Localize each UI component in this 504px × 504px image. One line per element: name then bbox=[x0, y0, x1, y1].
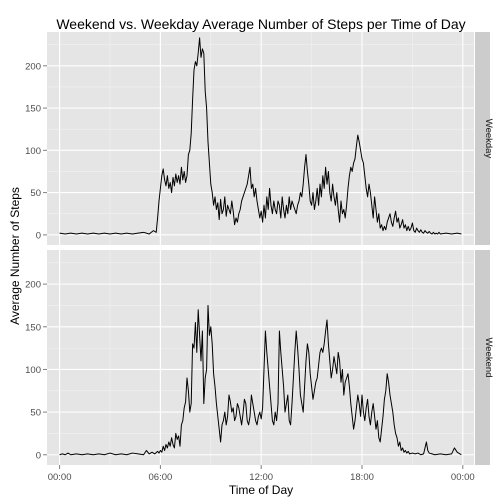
x-tick-label: 12:00 bbox=[249, 472, 273, 483]
y-tick-label: 0 bbox=[36, 230, 41, 241]
x-tick-label: 06:00 bbox=[149, 472, 173, 483]
y-tick-label: 150 bbox=[25, 104, 41, 115]
facet-panel-weekday: 0 50 100 150 200 Weekday bbox=[25, 32, 494, 245]
y-tick-label: 50 bbox=[30, 408, 41, 419]
x-tick-label: 18:00 bbox=[350, 472, 374, 483]
facet-panel-weekend: 0 50 100 150 200 Weekend bbox=[25, 250, 494, 465]
series-line-weekend bbox=[59, 304, 462, 456]
y-tick-label: 200 bbox=[25, 280, 41, 291]
panel-background bbox=[47, 250, 474, 465]
x-tick-label: 00:00 bbox=[48, 472, 72, 483]
y-tick-label: 200 bbox=[25, 61, 41, 72]
panel-background bbox=[47, 32, 474, 245]
y-tick-label: 100 bbox=[25, 146, 41, 157]
y-tick-label: 100 bbox=[25, 365, 41, 376]
x-axis-title: Time of Day bbox=[229, 483, 293, 497]
y-tick-label: 150 bbox=[25, 322, 41, 333]
facet-strip bbox=[475, 250, 490, 465]
facet-strip-label: Weekday bbox=[483, 119, 494, 159]
facet-strip bbox=[475, 32, 490, 245]
series-line-weekday bbox=[59, 37, 462, 235]
y-tick-label: 50 bbox=[30, 188, 41, 199]
x-axis-ticks: 00:00 06:00 12:00 18:00 00:00 bbox=[48, 465, 475, 483]
chart-title: Weekend vs. Weekday Average Number of St… bbox=[56, 16, 465, 32]
y-axis-title: Average Number of Steps bbox=[8, 187, 22, 325]
y-tick-label: 0 bbox=[36, 450, 41, 461]
facet-strip-label: Weekend bbox=[483, 338, 494, 378]
x-tick-label: 00:00 bbox=[451, 472, 475, 483]
